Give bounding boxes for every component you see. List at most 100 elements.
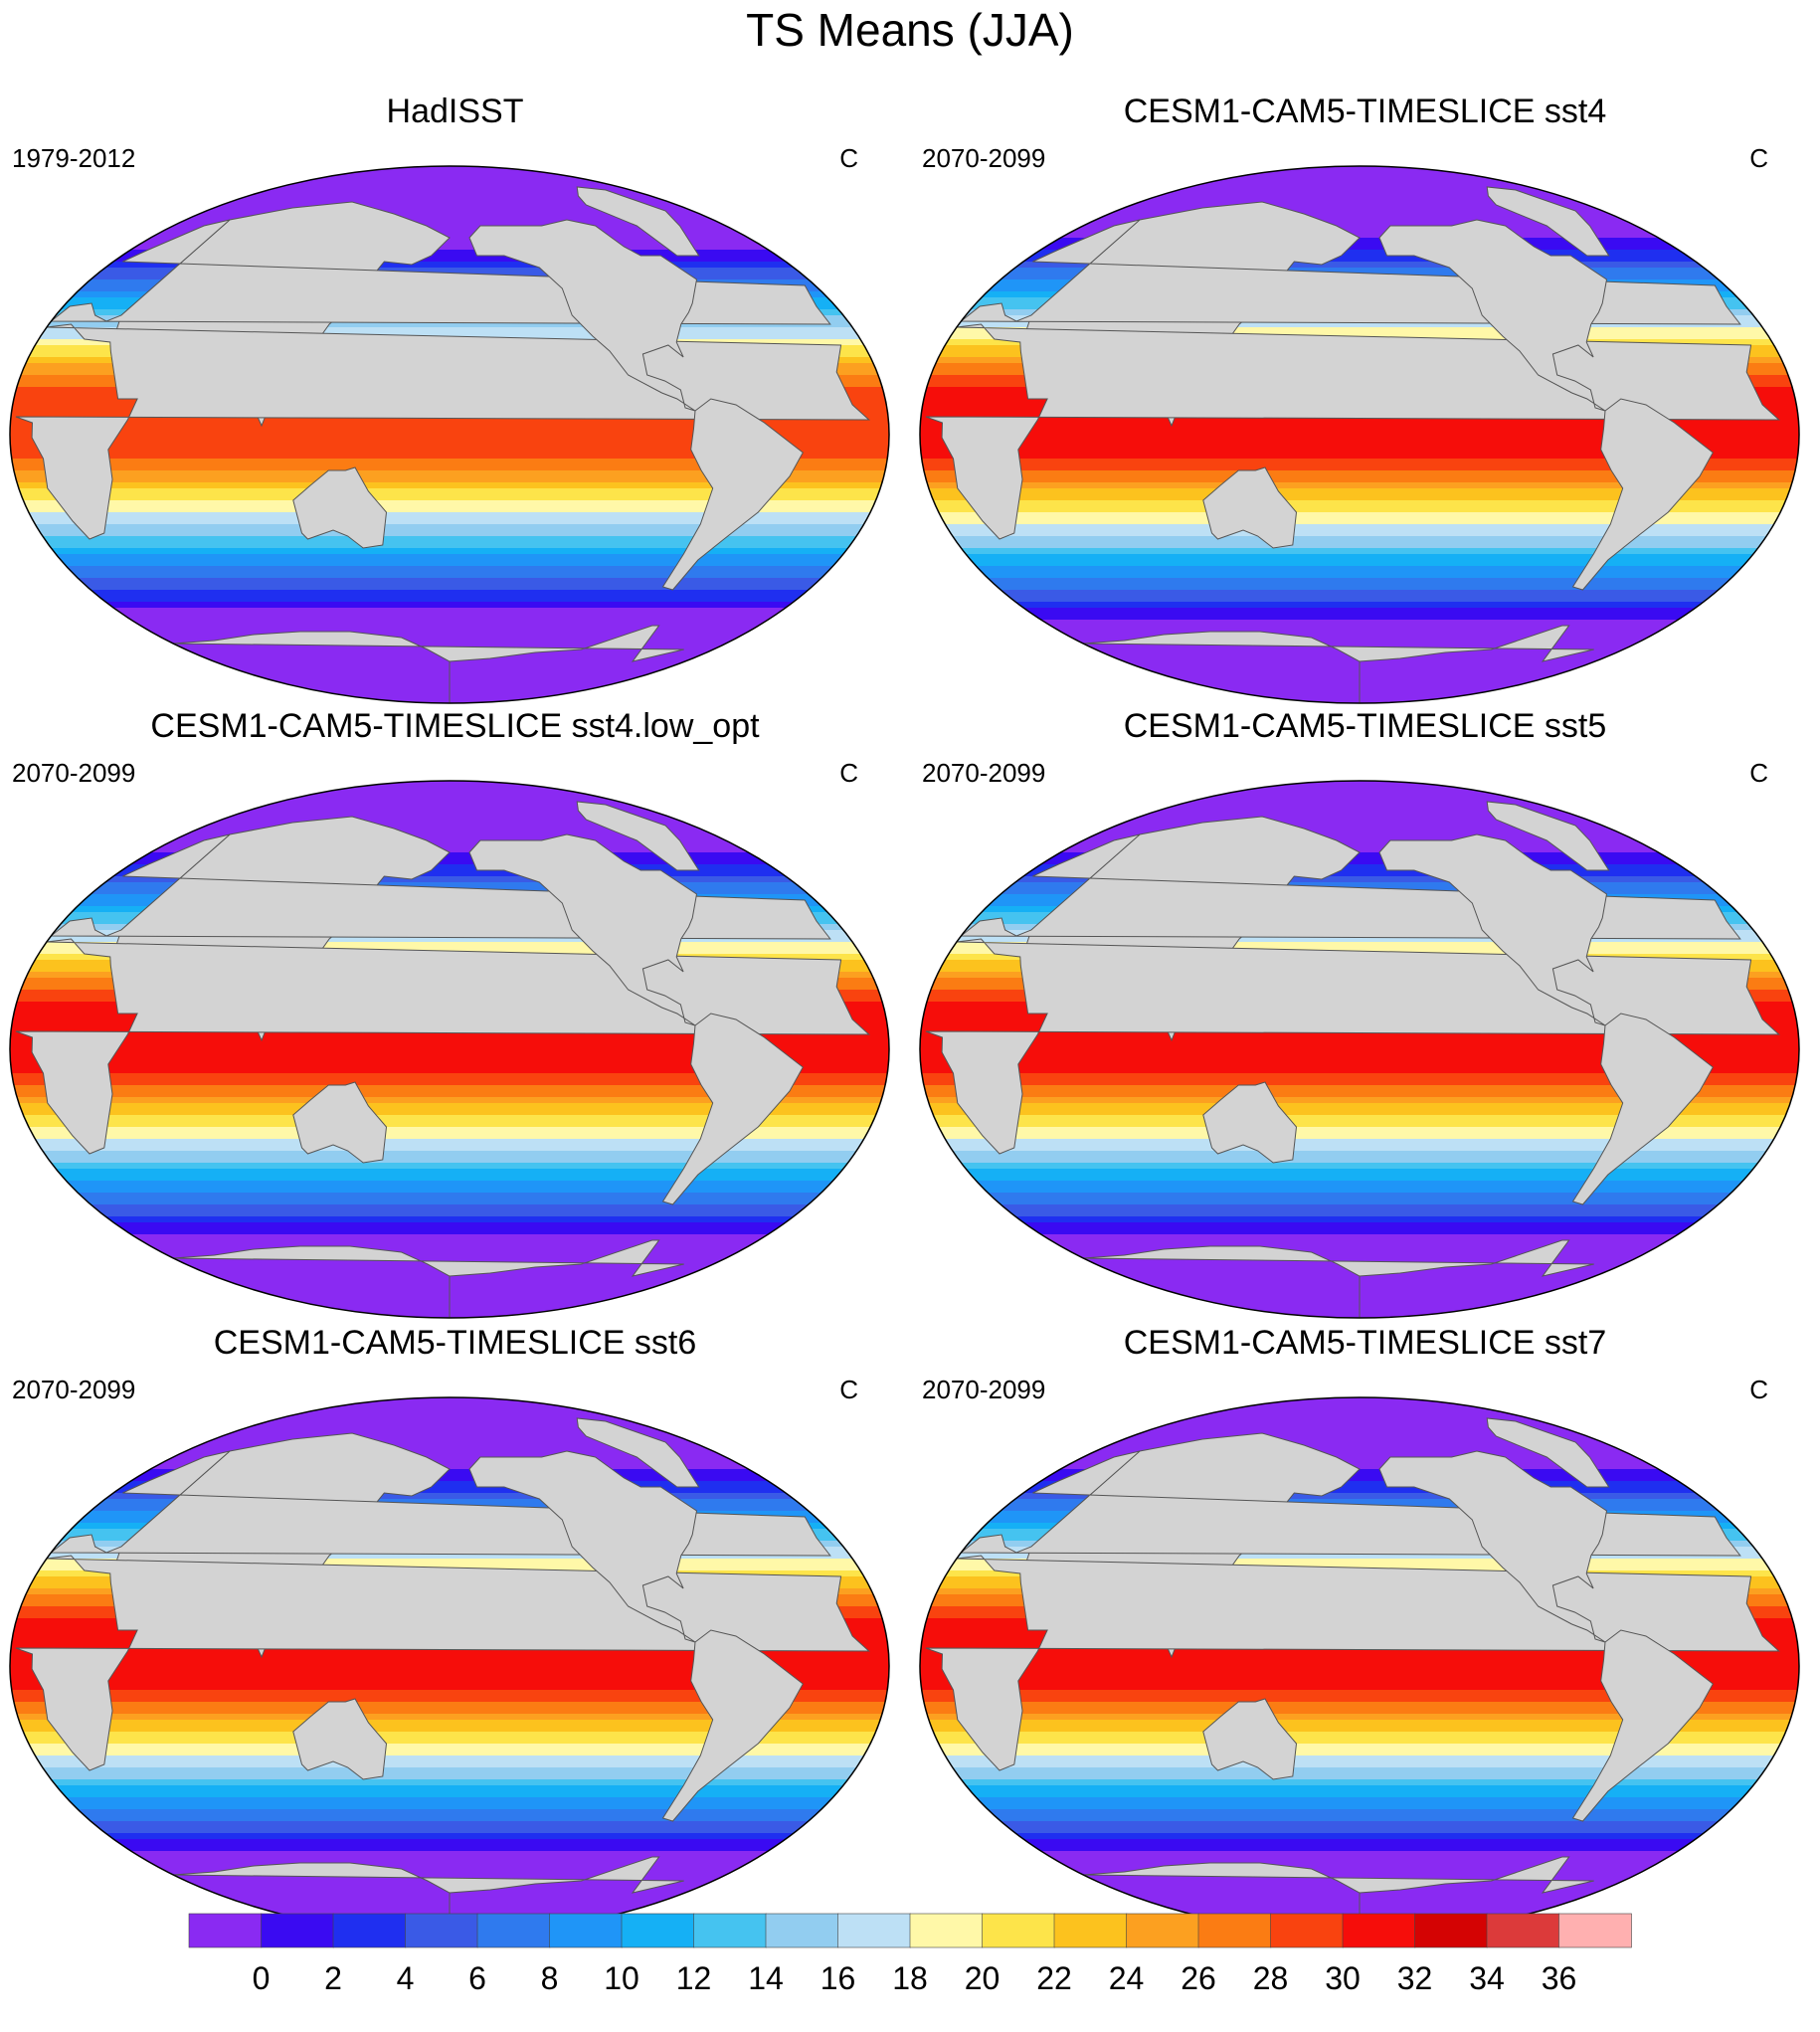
south-america-landmass <box>1571 1013 1714 1205</box>
sst-band <box>920 1678 1799 1685</box>
sst-band <box>920 1415 1799 1422</box>
sst-band <box>10 1463 889 1470</box>
sst-band <box>920 811 1799 818</box>
sst-band <box>920 626 1799 633</box>
sst-band <box>920 1157 1799 1164</box>
sst-band <box>920 936 1799 943</box>
sst-band <box>10 423 889 430</box>
sst-band <box>10 1732 889 1739</box>
sst-band <box>920 554 1799 561</box>
map-border <box>919 780 1800 1319</box>
sst-band <box>920 799 1799 806</box>
sst-band <box>920 1863 1799 1870</box>
sst-band <box>10 1145 889 1152</box>
sst-band <box>10 1672 889 1679</box>
sst-band <box>920 1833 1799 1840</box>
north-america-landmass <box>1378 219 1608 412</box>
map-border <box>9 780 890 1319</box>
sst-band <box>920 1067 1799 1074</box>
sst-band <box>920 1234 1799 1241</box>
sst-band <box>10 817 889 824</box>
sst-band <box>10 829 889 835</box>
sst-band <box>920 1252 1799 1259</box>
sst-band <box>920 423 1799 430</box>
sst-band <box>10 1809 889 1816</box>
sst-band <box>10 870 889 877</box>
sst-band <box>920 1031 1799 1038</box>
sst-band <box>10 542 889 549</box>
sst-band <box>920 196 1799 203</box>
sst-band <box>10 494 889 501</box>
north-america-landmass <box>468 1450 698 1643</box>
sst-band <box>920 1750 1799 1756</box>
sst-band <box>920 1684 1799 1691</box>
sst-band <box>920 817 1799 824</box>
sst-band <box>10 620 889 627</box>
sst-band <box>10 1755 889 1762</box>
sst-band <box>920 1821 1799 1828</box>
sst-band <box>10 834 889 841</box>
sst-band <box>10 256 889 263</box>
sst-band <box>10 476 889 483</box>
sst-band <box>920 447 1799 454</box>
sst-band <box>920 1732 1799 1739</box>
colorbar-tick-label: 36 <box>1542 1960 1577 1996</box>
sst-band <box>10 1091 889 1098</box>
sst-band <box>920 608 1799 615</box>
sst-band <box>10 1433 889 1440</box>
figure-title: TS Means (JJA) <box>746 4 1074 56</box>
panel-title: HadISST <box>386 92 524 130</box>
colorbar-tick-label: 2 <box>324 1960 342 1996</box>
sst-band <box>10 1222 889 1229</box>
sst-band <box>920 864 1799 871</box>
sst-band <box>920 1660 1799 1667</box>
sst-band <box>920 620 1799 627</box>
map-panel: HadISST 1979-2012 C <box>0 90 910 704</box>
sst-band <box>920 1061 1799 1068</box>
sst-map <box>9 165 890 704</box>
sst-band <box>10 196 889 203</box>
map-panel: CESM1-CAM5-TIMESLICE sst4.low_opt 2070-20… <box>0 704 910 1319</box>
sst-band <box>10 518 889 525</box>
sst-band <box>10 1559 889 1566</box>
sst-band <box>920 184 1799 191</box>
sst-band <box>10 1767 889 1774</box>
sst-band <box>10 590 889 597</box>
sst-band <box>10 876 889 883</box>
sst-band <box>920 1097 1799 1104</box>
sst-band <box>920 1109 1799 1116</box>
sst-band <box>920 464 1799 471</box>
sst-band <box>920 1469 1799 1476</box>
sst-band <box>10 614 889 621</box>
sst-band <box>10 417 889 424</box>
sst-band <box>10 1815 889 1822</box>
sst-band <box>920 572 1799 579</box>
sst-band <box>920 1204 1799 1211</box>
colorbar-swatch <box>1342 1913 1416 1948</box>
sst-band <box>920 1222 1799 1229</box>
sst-band <box>920 1493 1799 1500</box>
sst-band <box>920 638 1799 645</box>
sst-band <box>920 1228 1799 1235</box>
sst-band <box>920 942 1799 949</box>
sst-band <box>10 232 889 239</box>
sst-band <box>920 1193 1799 1200</box>
sst-band <box>920 500 1799 507</box>
sst-band <box>10 1481 889 1488</box>
sst-band <box>10 226 889 233</box>
sst-band <box>920 208 1799 215</box>
north-america-landmass <box>468 219 698 412</box>
sst-band <box>10 172 889 179</box>
sst-band <box>10 1151 889 1158</box>
sst-band <box>10 1761 889 1768</box>
colorbar-swatch <box>765 1913 839 1948</box>
sst-band <box>10 1445 889 1452</box>
sst-band <box>10 1845 889 1852</box>
sst-band <box>920 190 1799 197</box>
sst-band <box>10 1493 889 1500</box>
map-panel: CESM1-CAM5-TIMESLICE sst6 2070-2099 C <box>0 1321 910 1936</box>
sst-band <box>10 1678 889 1685</box>
sst-band <box>10 1791 889 1798</box>
map-border <box>9 165 890 704</box>
sst-band <box>920 441 1799 448</box>
